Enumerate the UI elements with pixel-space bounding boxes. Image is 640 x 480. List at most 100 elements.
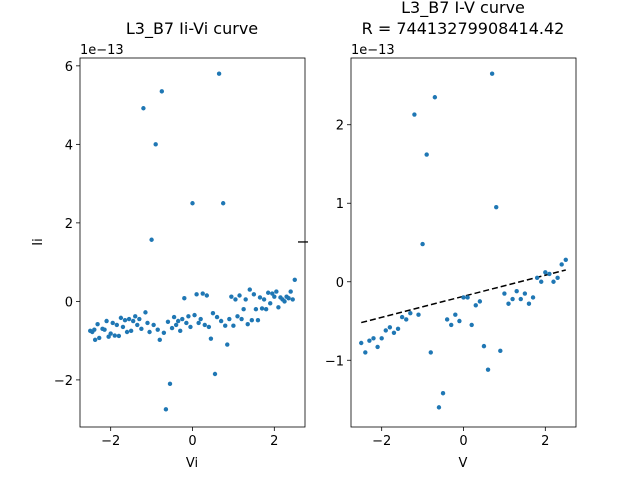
right-data-point xyxy=(563,257,568,262)
left-data-point xyxy=(194,292,199,297)
left-data-point xyxy=(243,297,248,302)
left-data-point xyxy=(106,334,111,339)
left-data-point xyxy=(223,323,228,328)
left-chart-title: L3_B7 Ii-Vi curve xyxy=(126,19,258,39)
left-data-point xyxy=(157,337,162,343)
left-data-point xyxy=(130,318,136,324)
left-data-point xyxy=(114,322,120,328)
right-data-point xyxy=(498,348,503,354)
left-data-point xyxy=(290,297,295,302)
left-data-point xyxy=(212,371,218,377)
left-data-point xyxy=(227,316,232,322)
left-data-point xyxy=(141,106,146,111)
right-data-point xyxy=(510,296,515,302)
left-data-point xyxy=(274,289,279,294)
right-data-point xyxy=(555,275,560,281)
left-data-point xyxy=(149,237,154,242)
left-data-point xyxy=(165,319,171,324)
right-data-point xyxy=(444,317,450,322)
left-data-point xyxy=(292,277,297,282)
right-data-point xyxy=(379,336,384,341)
left-data-point xyxy=(184,320,189,326)
left-x-tick-label: 0 xyxy=(188,434,196,449)
left-data-point xyxy=(135,322,140,328)
right-data-point xyxy=(424,152,429,157)
right-data-point xyxy=(551,279,556,284)
right-points xyxy=(359,71,568,410)
right-data-point xyxy=(457,318,462,324)
right-data-point xyxy=(530,295,536,300)
left-data-point xyxy=(208,336,214,341)
right-data-point xyxy=(477,299,483,304)
left-data-point xyxy=(92,327,97,332)
left-data-point xyxy=(143,310,148,315)
right-data-point xyxy=(502,291,507,296)
right-data-point xyxy=(518,296,523,302)
right-data-point xyxy=(522,291,528,296)
left-data-point xyxy=(145,320,150,326)
left-data-point xyxy=(95,321,100,327)
right-data-point xyxy=(559,262,564,267)
right-data-point xyxy=(420,241,425,247)
left-data-point xyxy=(192,312,197,318)
left-data-point xyxy=(272,294,277,299)
left-data-point xyxy=(102,327,107,332)
left-data-point xyxy=(175,318,181,324)
right-data-point xyxy=(485,367,491,372)
right-data-point xyxy=(473,303,478,308)
right-x-tick-label: 0 xyxy=(459,434,467,449)
left-data-point xyxy=(159,89,165,94)
left-data-point xyxy=(173,322,179,328)
left-data-point xyxy=(169,325,175,331)
left-data-point xyxy=(257,295,263,300)
left-data-point xyxy=(249,318,255,323)
left-ticks: −2 0 2 −2 0 2 4 6 xyxy=(54,60,279,449)
left-points xyxy=(88,71,297,412)
left-data-point xyxy=(112,333,117,338)
left-data-point xyxy=(110,320,115,326)
left-data-point xyxy=(188,324,193,330)
right-data-point xyxy=(461,295,466,300)
right-data-point xyxy=(363,350,368,355)
left-data-point xyxy=(282,299,287,304)
left-data-point xyxy=(268,301,273,306)
left-data-point xyxy=(190,201,195,206)
right-offset-text: 1e−13 xyxy=(351,43,395,58)
left-y-tick-label: 0 xyxy=(65,295,73,310)
left-data-point xyxy=(151,322,156,328)
right-data-point xyxy=(547,271,552,277)
left-data-point xyxy=(196,320,201,326)
right-panel: L3_B7 I-V curve R = 74413279908414.42 1e… xyxy=(297,0,577,471)
left-data-point xyxy=(186,314,191,319)
left-offset-text: 1e−13 xyxy=(80,43,124,58)
left-data-point xyxy=(153,142,158,147)
right-data-point xyxy=(453,312,458,317)
left-data-point xyxy=(126,316,132,322)
left-y-tick-label: −2 xyxy=(54,374,73,389)
left-data-point xyxy=(265,290,271,295)
left-data-point xyxy=(216,71,222,76)
right-plot-frame xyxy=(350,57,577,428)
left-data-point xyxy=(210,310,216,316)
left-data-point xyxy=(139,326,144,332)
left-data-point xyxy=(237,293,242,298)
left-x-axis-label: Vi xyxy=(186,456,198,471)
right-data-point xyxy=(465,295,470,300)
right-data-point xyxy=(489,71,495,76)
left-data-point xyxy=(255,318,261,323)
right-data-point xyxy=(432,95,438,100)
left-x-tick-label: −2 xyxy=(101,434,120,449)
left-data-point xyxy=(286,296,291,301)
right-y-axis-label: I xyxy=(297,240,312,244)
right-data-point xyxy=(469,322,474,328)
fit-line xyxy=(361,269,566,324)
left-data-point xyxy=(247,287,252,292)
left-data-point xyxy=(92,337,98,343)
right-data-point xyxy=(371,336,376,341)
left-data-point xyxy=(233,297,238,302)
left-panel: L3_B7 Ii-Vi curve 1e−13 −2 0 2 −2 0 2 4 6 Vi Ii xyxy=(31,19,306,471)
left-data-point xyxy=(261,297,267,302)
left-data-point xyxy=(200,291,205,296)
left-data-point xyxy=(171,314,177,320)
